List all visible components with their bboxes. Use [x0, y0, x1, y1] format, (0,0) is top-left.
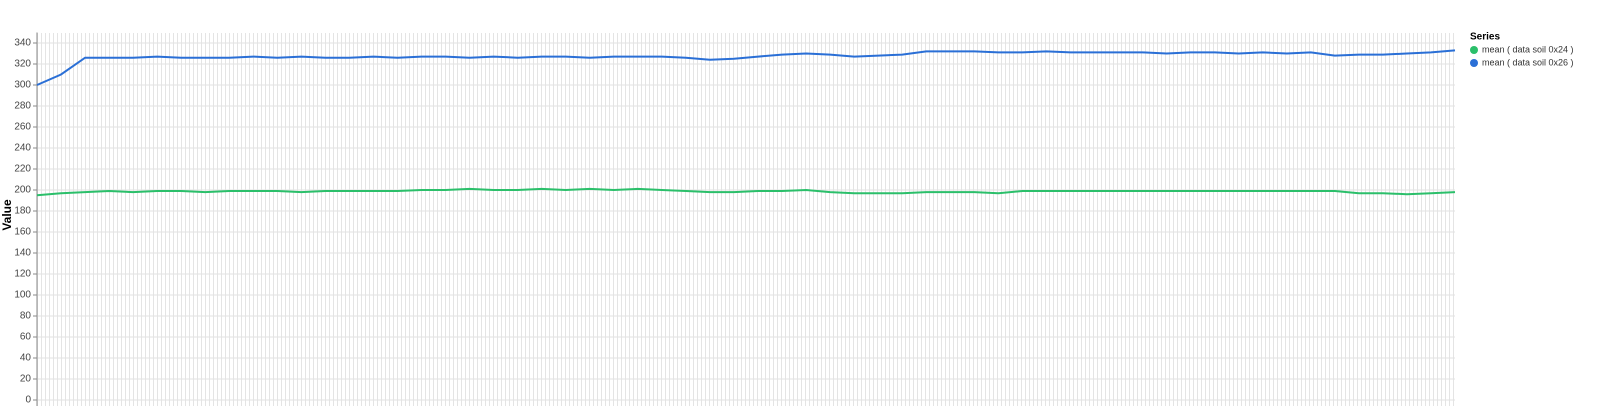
- y-tick-label: 300: [14, 80, 31, 91]
- y-tick-label: 160: [14, 227, 31, 238]
- y-tick-label: 220: [14, 164, 31, 175]
- y-tick-label: 320: [14, 59, 31, 70]
- y-tick-label: 0: [25, 395, 31, 406]
- y-tick-label: 60: [20, 332, 32, 343]
- y-tick-label: 100: [14, 290, 31, 301]
- vertical-grid: [37, 33, 1455, 406]
- y-tick-label: 240: [14, 143, 31, 154]
- y-tick-label: 140: [14, 248, 31, 259]
- series-line: [36, 187, 1456, 197]
- legend-label: mean ( data soil 0x24 ): [1482, 44, 1574, 54]
- y-tick-label: 40: [20, 353, 32, 364]
- y-tick-label: 340: [14, 38, 31, 49]
- y-tick-label: 20: [20, 374, 32, 385]
- y-tick-label: 260: [14, 122, 31, 133]
- legend-swatch: [1470, 46, 1478, 54]
- series-line: [36, 49, 1456, 86]
- y-tick-label: 180: [14, 206, 31, 217]
- y-tick-label: 200: [14, 185, 31, 196]
- y-tick-label: 120: [14, 269, 31, 280]
- legend-swatch: [1470, 59, 1478, 67]
- legend-label: mean ( data soil 0x26 ): [1482, 57, 1574, 67]
- y-tick-label: 280: [14, 101, 31, 112]
- legend-title: Series: [1470, 32, 1500, 43]
- y-tick-label: 80: [20, 311, 32, 322]
- y-axis-label: Value: [0, 199, 14, 231]
